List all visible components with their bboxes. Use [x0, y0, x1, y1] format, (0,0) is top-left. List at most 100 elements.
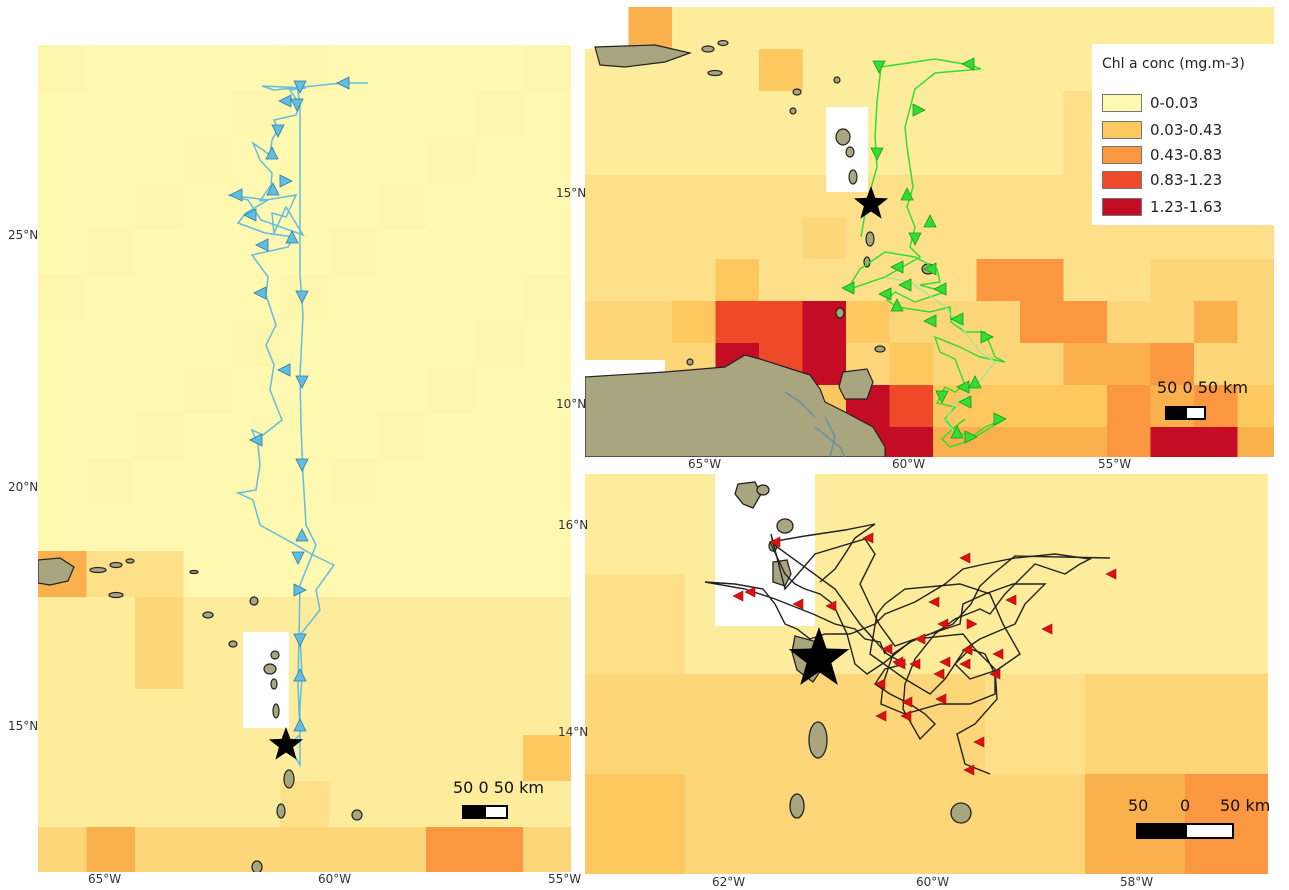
- grid-cell: [889, 49, 934, 92]
- grid-cell: [377, 505, 427, 552]
- grid-cell: [377, 413, 427, 460]
- grid-cell: [426, 689, 475, 736]
- tag-location-star: [853, 186, 889, 219]
- grid-cell: [329, 551, 378, 598]
- grid-cell: [86, 137, 136, 184]
- grid-cell: [377, 781, 427, 828]
- legend-label: 1.23-1.63: [1150, 198, 1223, 216]
- track-marker: [744, 586, 756, 598]
- grid-cell: [1194, 427, 1238, 457]
- track-marker: [841, 281, 855, 295]
- grid-cell: [426, 505, 475, 552]
- grid-cell: [280, 413, 330, 460]
- grid-cell: [672, 301, 716, 344]
- grid-cell: [329, 459, 378, 506]
- grid-cell: [38, 459, 87, 506]
- grid-cell: [1063, 343, 1108, 386]
- grid-cell: [426, 597, 475, 644]
- track-markers: [732, 532, 1117, 776]
- grid-cell: [523, 183, 571, 230]
- grid-cell: [802, 7, 847, 50]
- grid-cell: [523, 505, 571, 552]
- grid-cell: [183, 183, 233, 230]
- grid-cell: [1020, 427, 1064, 457]
- grid-cell: [426, 643, 475, 690]
- grid-cell: [86, 827, 136, 872]
- track-marker: [963, 764, 975, 776]
- grid-cell: [377, 229, 427, 276]
- grid-cell: [585, 217, 629, 260]
- grid-cell: [426, 137, 475, 184]
- scale-bar: [1165, 406, 1206, 420]
- grid-cell: [585, 774, 686, 874]
- grid-cell: [1185, 474, 1268, 575]
- tracking-path: [227, 82, 368, 768]
- grid-cell: [232, 367, 281, 414]
- grid-cell: [329, 597, 378, 644]
- lon-label: 58°W: [1120, 875, 1154, 889]
- track-marker: [956, 380, 970, 394]
- grid-cell: [1107, 385, 1151, 428]
- map-panel-bottom-right[interactable]: [585, 474, 1268, 874]
- grid-cell: [135, 551, 184, 598]
- legend-label: 0.83-1.23: [1150, 171, 1223, 189]
- track-marker: [1005, 594, 1017, 606]
- grid-cell: [38, 183, 87, 230]
- grid-cell: [672, 217, 716, 260]
- grid-cell: [1063, 7, 1108, 50]
- grid-cell: [38, 321, 87, 368]
- grid-cell: [426, 827, 475, 872]
- grid-cell: [377, 459, 427, 506]
- track-marker: [950, 312, 964, 326]
- legend-swatch: [1102, 121, 1142, 139]
- grid-cell: [329, 413, 378, 460]
- grid-cell: [985, 674, 1086, 775]
- track-marker: [792, 598, 804, 610]
- chlorophyll-grid: [585, 474, 1268, 874]
- grid-cell: [183, 643, 233, 690]
- grid-cell: [183, 781, 233, 828]
- grid-cell: [1150, 343, 1195, 386]
- grid-cell: [1020, 133, 1064, 176]
- grid-cell: [135, 183, 184, 230]
- grid-cell: [426, 91, 475, 138]
- grid-cell: [585, 91, 629, 134]
- grid-cell: [329, 45, 378, 92]
- lat-label: 16°N: [558, 518, 589, 532]
- legend-swatch: [1102, 94, 1142, 112]
- grid-cell: [232, 551, 281, 598]
- grid-cell: [933, 301, 977, 344]
- no-data-area: [243, 632, 289, 728]
- grid-cell: [523, 229, 571, 276]
- grid-cell: [232, 137, 281, 184]
- grid-cell: [474, 735, 524, 782]
- grid-cell: [86, 183, 136, 230]
- track-marker: [293, 718, 307, 732]
- grid-cell: [426, 551, 475, 598]
- track-marker: [875, 710, 887, 722]
- grid-cell: [1063, 259, 1108, 302]
- grid-cell: [715, 259, 760, 302]
- grid-cell: [846, 7, 890, 50]
- grid-cell: [183, 505, 233, 552]
- legend-item: 0-0.03: [1102, 93, 1198, 113]
- legend-title: Chl a conc (mg.m-3): [1102, 56, 1245, 72]
- grid-cell: [38, 137, 87, 184]
- grid-cell: [38, 505, 87, 552]
- map-panel-left[interactable]: [38, 45, 571, 872]
- track-marker: [908, 232, 922, 246]
- track-marker: [870, 147, 884, 161]
- grid-cell: [976, 7, 1021, 50]
- track-marker: [935, 693, 947, 705]
- grid-cell: [474, 643, 524, 690]
- grid-cell: [628, 217, 673, 260]
- track-marker: [912, 103, 926, 117]
- grid-cell: [759, 217, 803, 260]
- grid-cell: [885, 774, 986, 874]
- grid-cell: [1020, 91, 1064, 134]
- grid-cell: [885, 474, 986, 575]
- grid-cell: [329, 183, 378, 230]
- grid-cell: [1107, 343, 1151, 386]
- grid-cell: [474, 597, 524, 644]
- grid-cell: [135, 597, 184, 644]
